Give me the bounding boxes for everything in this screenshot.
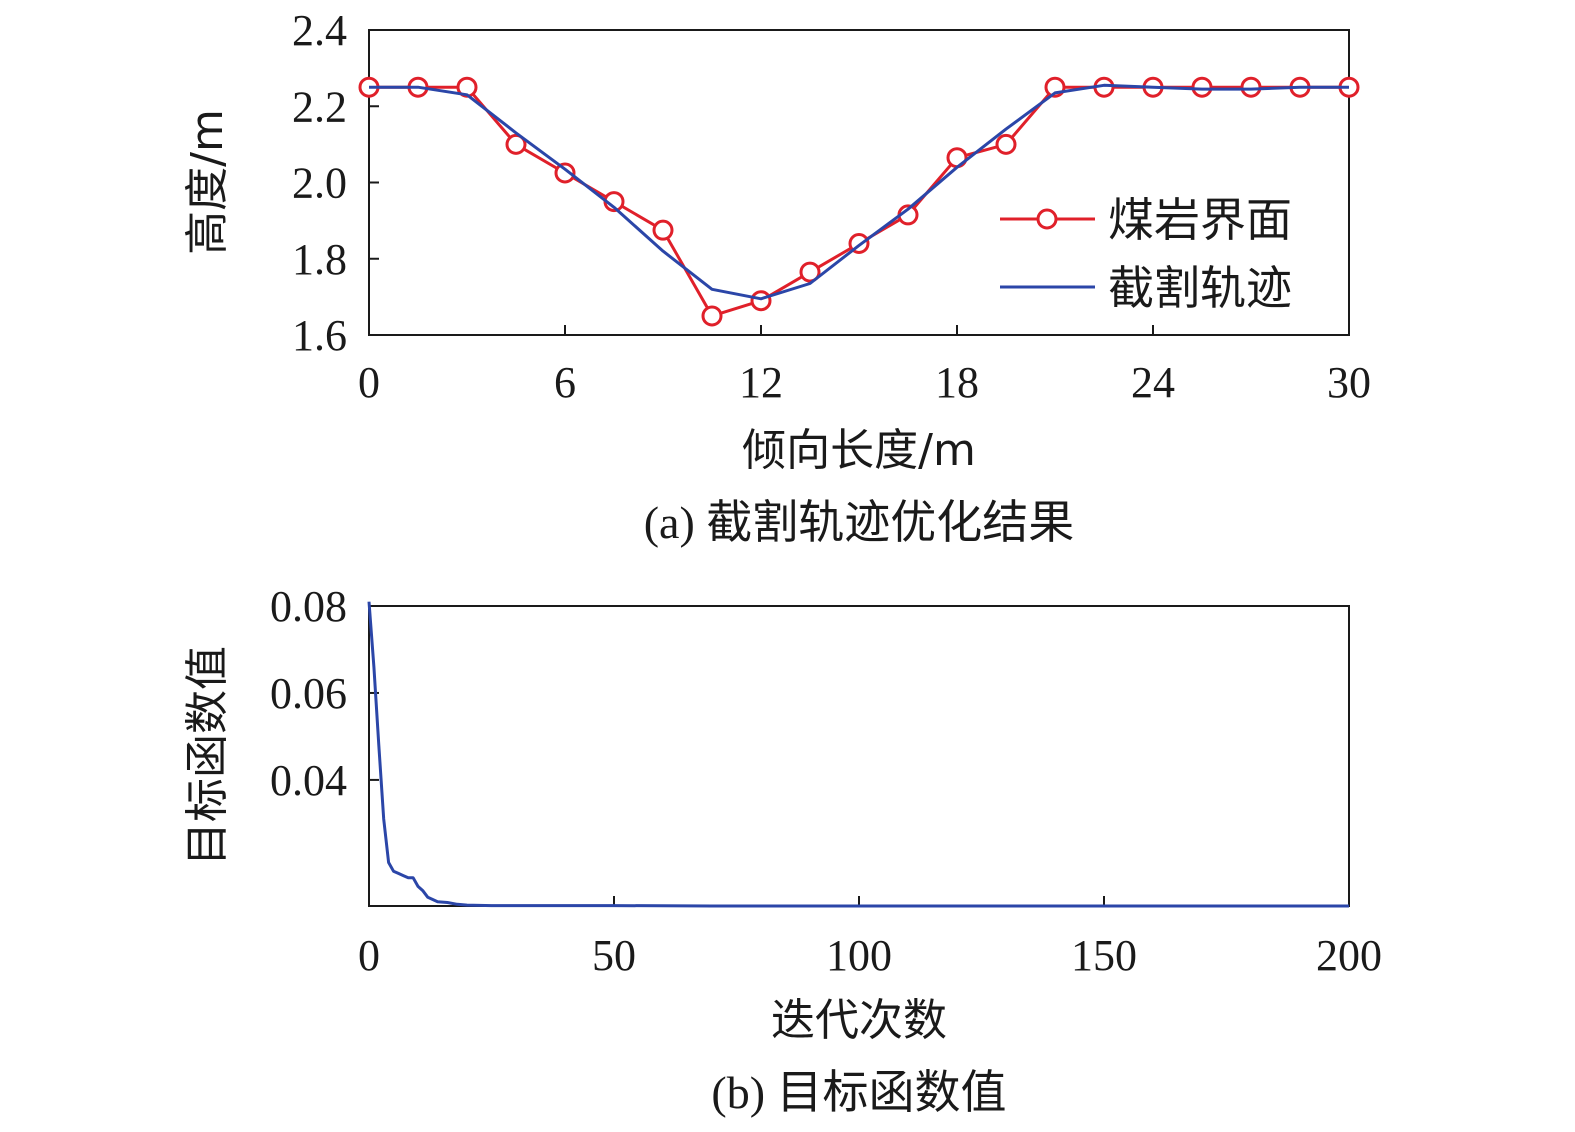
data-point: [701, 305, 723, 327]
chart-a-legend: 煤岩界面 截割轨迹: [1000, 193, 1292, 315]
y-tick-label: 1.8: [292, 235, 347, 284]
chart-b-caption: (b) 目标函数值: [711, 1067, 1006, 1118]
y-tick-label: 0.06: [270, 669, 347, 718]
chart-a-y-axis-label: 高度/m: [182, 109, 233, 255]
y-tick-label: 2.0: [292, 159, 347, 208]
chart-a-x-axis-label: 倾向长度/m: [742, 425, 976, 476]
data-point: [1240, 76, 1262, 98]
chart-b-y-ticks: 0.04 0.06 0.08: [270, 582, 379, 805]
chart-a-x-ticks: 0 6 12 18 24 30: [358, 325, 1371, 407]
x-tick-label: 200: [1316, 931, 1382, 980]
chart-a: 0 6 12 18 24 30 1.6 1.8 2.0 2.2 2.4 煤岩界面 截割轨迹 倾向长…: [182, 6, 1371, 548]
data-point: [652, 219, 674, 241]
legend-marker-coal-rock: [1036, 208, 1058, 230]
series-line-1: [367, 601, 1349, 908]
chart-a-caption: (a) 截割轨迹优化结果: [644, 497, 1075, 548]
y-tick-label: 1.6: [292, 311, 347, 360]
x-tick-label: 0: [358, 358, 380, 407]
x-tick-label: 150: [1071, 931, 1137, 980]
chart-b-series: [367, 601, 1349, 908]
y-tick-label: 0.08: [270, 582, 347, 631]
data-point: [505, 133, 527, 155]
data-point: [750, 290, 772, 312]
series-line-2: [369, 83, 1349, 301]
x-tick-label: 18: [935, 358, 979, 407]
x-tick-label: 12: [739, 358, 783, 407]
y-tick-label: 2.4: [292, 6, 347, 55]
chart-a-series: [358, 76, 1360, 327]
chart-b-y-axis-label: 目标函数值: [182, 646, 233, 866]
chart-a-y-ticks: 1.6 1.8 2.0 2.2 2.4: [292, 6, 379, 360]
chart-b-plot-frame: [368, 605, 1350, 907]
chart-b: 0 50 100 150 200 0.04 0.06 0.08 迭代次数 目标函数值 (b)…: [182, 582, 1382, 1118]
legend-label-cutting-path: 截割轨迹: [1108, 261, 1292, 315]
chart-b-x-ticks: 0 50 100 150 200: [358, 896, 1382, 980]
data-point: [554, 162, 576, 184]
x-tick-label: 0: [358, 931, 380, 980]
x-tick-label: 24: [1131, 358, 1175, 407]
x-tick-label: 50: [592, 931, 636, 980]
data-point: [1191, 76, 1213, 98]
data-point: [799, 261, 821, 283]
chart-b-x-axis-label: 迭代次数: [771, 995, 947, 1046]
y-tick-label: 2.2: [292, 82, 347, 131]
legend-label-coal-rock: 煤岩界面: [1108, 193, 1292, 247]
x-tick-label: 6: [554, 358, 576, 407]
data-point: [995, 133, 1017, 155]
x-tick-label: 30: [1327, 358, 1371, 407]
x-tick-label: 100: [826, 931, 892, 980]
y-tick-label: 0.04: [270, 756, 347, 805]
